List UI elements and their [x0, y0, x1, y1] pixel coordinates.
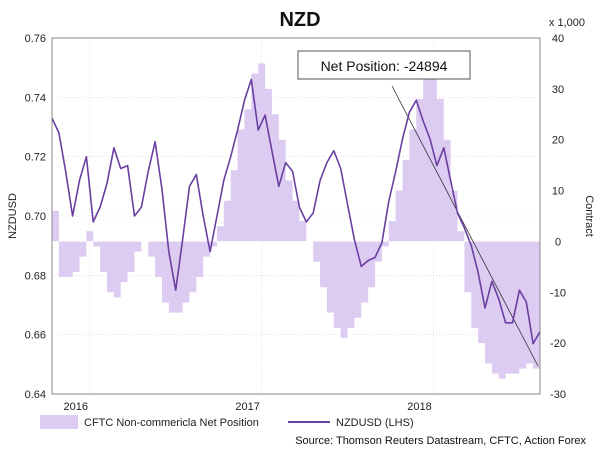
legend-line-label: NZDUSD (LHS): [336, 417, 414, 429]
right-tick-label: 40: [552, 33, 564, 45]
net-position-area-series: [52, 63, 540, 379]
x-tick-label: 2018: [407, 401, 431, 413]
right-axis-unit: x 1,000: [549, 17, 585, 29]
chart-title: NZD: [279, 9, 320, 31]
right-tick-label: -30: [550, 389, 566, 401]
left-axis-ticks: 0.76 0.74 0.72 0.70 0.68 0.66 0.64: [25, 33, 46, 401]
legend-area-swatch: [40, 415, 78, 429]
right-tick-label: 10: [552, 186, 564, 198]
right-tick-label: 20: [552, 135, 564, 147]
left-axis-label: NZDUSD: [7, 193, 19, 239]
left-tick-label: 0.68: [25, 270, 46, 282]
left-tick-label: 0.74: [25, 92, 46, 104]
net-position-area: [52, 63, 540, 379]
left-tick-label: 0.72: [25, 152, 46, 164]
right-tick-label: -10: [550, 287, 566, 299]
right-axis-label: Contract: [583, 195, 595, 237]
source-note: Source: Thomson Reuters Datastream, CFTC…: [295, 435, 586, 447]
nzdusd-line-series: [51, 78, 541, 345]
right-axis-ticks: 40 30 20 10 0 -10 -20 -30: [550, 33, 566, 401]
x-tick-label: 2016: [64, 401, 88, 413]
right-tick-label: 0: [555, 236, 561, 248]
left-tick-label: 0.64: [25, 389, 46, 401]
annotation-net-position: Net Position: -24894: [321, 58, 448, 74]
x-axis-ticks: 2016 2017 2018: [64, 401, 432, 413]
right-tick-label: 30: [552, 84, 564, 96]
plot-border: [51, 37, 541, 395]
annotation-box: [297, 50, 471, 80]
nzdusd-line: [51, 78, 541, 345]
legend-area-label: CFTC Non-commericla Net Position: [84, 417, 259, 429]
right-tick-label: -20: [550, 338, 566, 350]
left-tick-label: 0.66: [25, 330, 46, 342]
left-tick-label: 0.70: [25, 211, 46, 223]
x-tick-label: 2017: [235, 401, 259, 413]
left-tick-label: 0.76: [25, 33, 46, 45]
